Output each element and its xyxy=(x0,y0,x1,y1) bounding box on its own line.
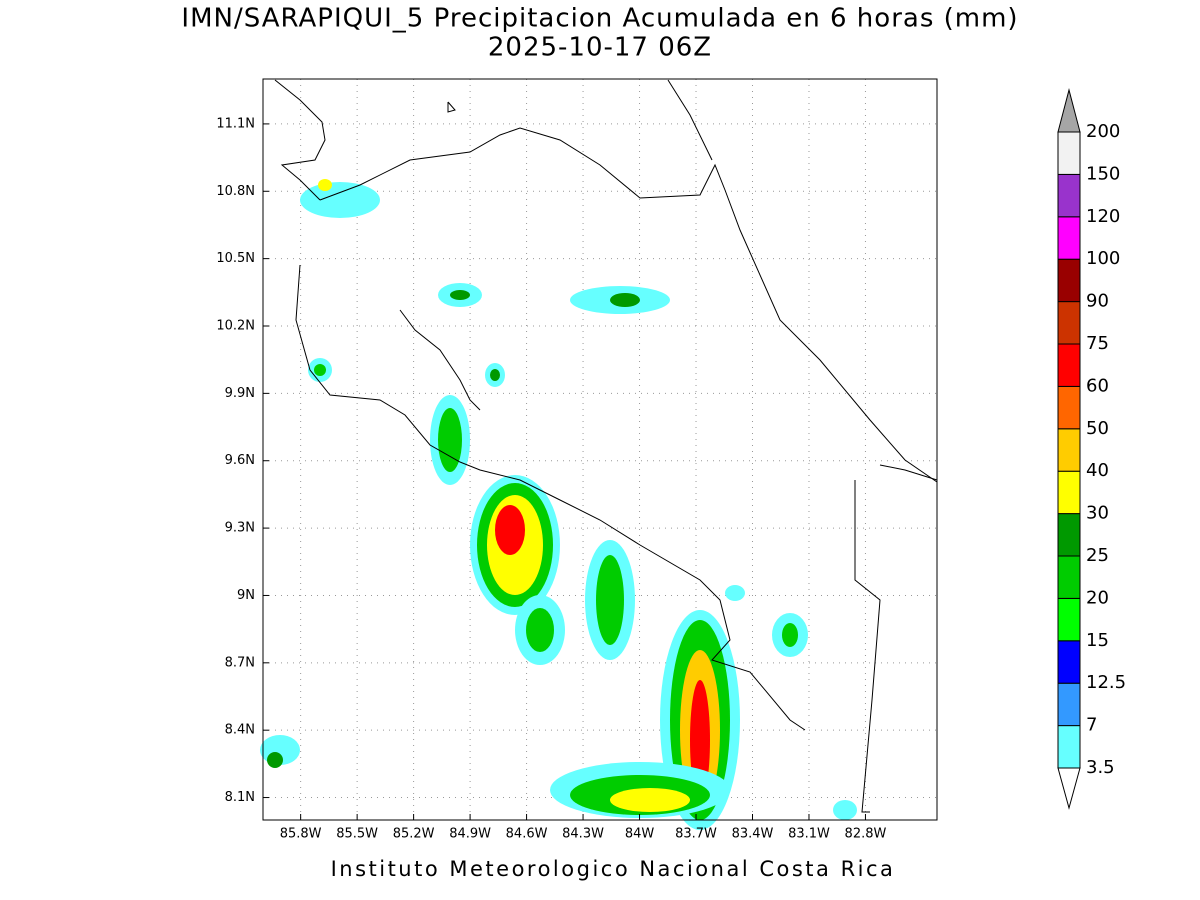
colorbar-bin xyxy=(1057,725,1081,769)
y-tick-label: 8.1N xyxy=(225,790,255,805)
colorbar-bin xyxy=(1057,385,1081,430)
y-tick-label: 9.3N xyxy=(225,521,255,536)
y-tick-label: 10.5N xyxy=(216,251,255,266)
colorbar-label: 12.5 xyxy=(1086,672,1126,693)
colorbar-bin xyxy=(1057,131,1081,175)
y-tick-label: 8.7N xyxy=(225,655,255,670)
colorbar-bin xyxy=(1057,513,1081,557)
y-tick-label: 9N xyxy=(237,588,255,603)
colorbar-label: 75 xyxy=(1086,333,1109,354)
x-tick-label: 84.3W xyxy=(562,827,604,842)
colorbar-label: 20 xyxy=(1086,587,1109,608)
colorbar-bin xyxy=(1057,470,1081,515)
y-tick-label: 8.4N xyxy=(225,723,255,738)
precipitation-field xyxy=(260,179,857,830)
y-tick-label: 10.2N xyxy=(216,319,255,334)
title: IMN/SARAPIQUI_5 Precipitacion Acumulada … xyxy=(181,4,1018,34)
colorbar: 3.5 7 12.5 15 20 25 30 40 50 60 75 90 100 120 150 200 xyxy=(1057,88,1126,810)
colorbar-label: 40 xyxy=(1086,460,1109,481)
x-tick-label: 85.2W xyxy=(393,827,435,842)
colorbar-label: 25 xyxy=(1086,545,1109,566)
x-tick-label: 83.7W xyxy=(675,827,717,842)
x-tick-label: 85.8W xyxy=(280,827,322,842)
subtitle: 2025-10-17 06Z xyxy=(488,33,712,63)
colorbar-bin xyxy=(1057,343,1081,387)
colorbar-bin xyxy=(1057,173,1081,218)
colorbar-label: 100 xyxy=(1086,248,1120,269)
colorbar-bin xyxy=(1057,258,1081,303)
colorbar-over xyxy=(1057,88,1081,133)
colorbar-label: 3.5 xyxy=(1086,757,1115,778)
x-tick-label: 85.5W xyxy=(336,827,378,842)
colorbar-label: 50 xyxy=(1086,418,1109,439)
x-tick-label: 84.6W xyxy=(506,827,548,842)
colorbar-label: 150 xyxy=(1086,163,1120,184)
colorbar-label: 7 xyxy=(1086,715,1097,736)
colorbar-bin xyxy=(1057,682,1081,727)
x-tick-label: 82.8W xyxy=(845,827,887,842)
x-tick-label: 84W xyxy=(625,827,655,842)
colorbar-label: 15 xyxy=(1086,630,1109,651)
x-tick-label: 83.1W xyxy=(788,827,830,842)
y-tick-label: 9.6N xyxy=(225,453,255,468)
colorbar-label: 200 xyxy=(1086,121,1120,142)
colorbar-label: 60 xyxy=(1086,375,1109,396)
colorbar-bin xyxy=(1057,640,1081,684)
colorbar-bin xyxy=(1057,216,1081,260)
colorbar-bin xyxy=(1057,597,1081,642)
map-frame xyxy=(262,78,938,821)
colorbar-bin xyxy=(1057,428,1081,472)
x-tick-label: 84.9W xyxy=(449,827,491,842)
colorbar-bin xyxy=(1057,301,1081,345)
coastlines xyxy=(274,79,938,813)
colorbar-under xyxy=(1057,767,1081,810)
colorbar-bin xyxy=(1057,555,1081,599)
colorbar-label: 120 xyxy=(1086,206,1120,227)
y-tick-label: 9.9N xyxy=(225,386,255,401)
footer: Instituto Meteorologico Nacional Costa R… xyxy=(331,857,896,881)
colorbar-label: 30 xyxy=(1086,503,1109,524)
colorbar-label: 90 xyxy=(1086,291,1109,312)
y-tick-label: 10.8N xyxy=(216,184,255,199)
y-tick-label: 11.1N xyxy=(216,116,255,131)
x-tick-label: 83.4W xyxy=(732,827,774,842)
